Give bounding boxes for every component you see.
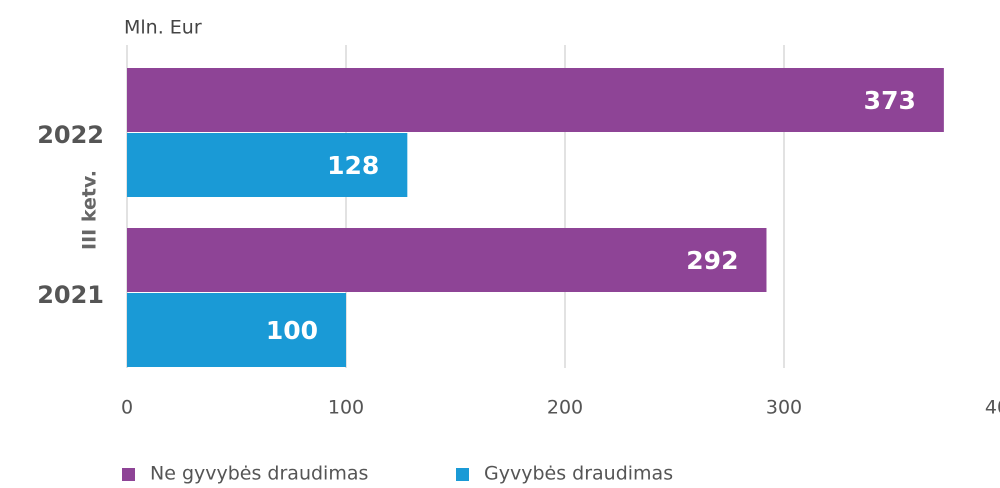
data-label: 373 — [864, 86, 916, 115]
x-tick-label: 200 — [547, 397, 583, 419]
legend-swatch — [122, 468, 135, 481]
bar — [127, 293, 346, 367]
x-axis-label: Mln. Eur — [124, 17, 202, 39]
bar — [127, 133, 408, 197]
y-tick-label: 2022 — [37, 121, 104, 149]
y-tick-label: 2021 — [37, 281, 104, 309]
x-tick-label: 400 — [985, 397, 1000, 419]
legend-label: Gyvybės draudimas — [484, 463, 673, 485]
bar — [127, 68, 944, 132]
bar — [127, 228, 767, 292]
y-axis-label: III ketv. — [79, 170, 101, 250]
x-tick-label: 100 — [328, 397, 364, 419]
legend-label: Ne gyvybės draudimas — [150, 463, 368, 485]
x-tick-label: 300 — [766, 397, 802, 419]
data-label: 128 — [327, 151, 379, 180]
x-tick-label: 0 — [121, 397, 133, 419]
data-label: 292 — [686, 246, 738, 275]
legend-swatch — [456, 468, 469, 481]
data-label: 100 — [266, 316, 318, 345]
